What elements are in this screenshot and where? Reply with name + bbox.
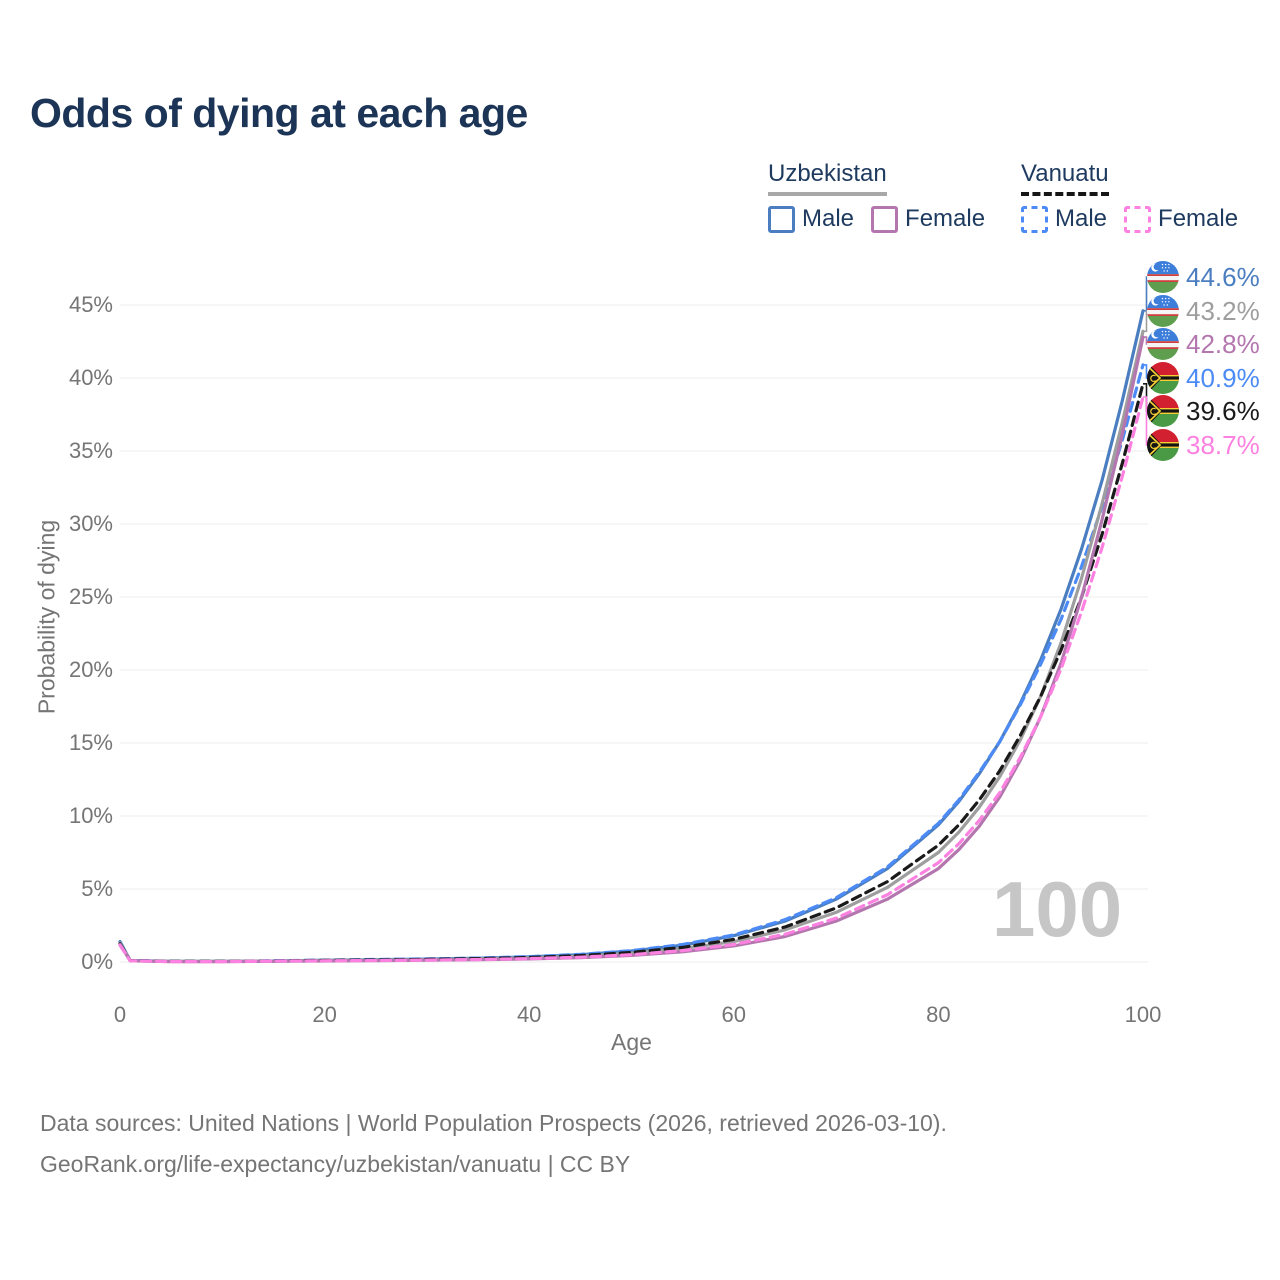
end-value: 43.2% — [1186, 296, 1260, 326]
end-value: 38.7% — [1186, 430, 1260, 460]
x-tick-40: 40 — [516, 1002, 542, 1027]
legend-swatch-uzbekistan-female[interactable] — [871, 205, 899, 233]
y-tick-10: 10% — [68, 803, 113, 828]
end-label-uzbekistan-both: 43.2% — [1147, 295, 1260, 327]
series-line-uzbekistan-female — [118, 335, 1145, 964]
legend-row-uzbekistan: Male Female — [768, 205, 1002, 233]
age-watermark: 100 — [992, 865, 1123, 953]
legend-swatch-vanuatu-male[interactable] — [1021, 205, 1048, 233]
legend-label-uzbekistan-male: Male — [802, 205, 855, 232]
uzbekistan-flag-icon — [1147, 261, 1179, 293]
vanuatu-flag-icon — [1147, 429, 1179, 461]
x-tick-80: 80 — [926, 1002, 951, 1027]
legend-row-vanuatu: Male Female — [1021, 205, 1255, 233]
y-axis-title: Probability of dying — [33, 519, 60, 715]
y-tick-20: 20% — [68, 657, 113, 682]
x-tick-100: 100 — [1124, 1002, 1162, 1027]
legend-group-uzbekistan: Uzbekistan Male Female — [768, 160, 1002, 233]
series-line-vanuatu-male — [118, 363, 1145, 963]
y-tick-40: 40% — [68, 365, 113, 390]
end-label-uzbekistan-male: 44.6% — [1147, 261, 1260, 293]
y-tick-35: 35% — [68, 438, 113, 463]
end-label-vanuatu-male: 40.9% — [1147, 362, 1260, 394]
y-tick-0: 0% — [81, 949, 113, 974]
x-axis-title: Age — [611, 1029, 652, 1055]
legend-swatch-vanuatu-female[interactable] — [1124, 205, 1152, 233]
end-value: 42.8% — [1186, 329, 1260, 359]
end-value: 39.6% — [1186, 396, 1260, 426]
uzbekistan-flag-icon — [1147, 295, 1179, 327]
legend-group-vanuatu: Vanuatu Male Female — [1021, 160, 1255, 233]
end-value: 44.6% — [1186, 262, 1260, 292]
end-value: 40.9% — [1186, 363, 1260, 393]
legend-label-vanuatu-male: Male — [1055, 205, 1108, 232]
y-tick-25: 25% — [68, 584, 113, 609]
uzbekistan-flag-icon — [1147, 328, 1179, 360]
y-tick-45: 45% — [68, 292, 113, 317]
legend-label-uzbekistan-female: Female — [905, 205, 986, 232]
vanuatu-flag-icon — [1147, 395, 1179, 427]
legend-label-vanuatu-female: Female — [1158, 205, 1239, 232]
series-line-vanuatu-both — [118, 382, 1145, 963]
legend-country-vanuatu[interactable]: Vanuatu — [1021, 160, 1109, 196]
series-line-vanuatu-female — [118, 395, 1145, 964]
legend-country-uzbekistan[interactable]: Uzbekistan — [768, 160, 887, 196]
end-label-vanuatu-both: 39.6% — [1147, 395, 1260, 427]
end-label-uzbekistan-female: 42.8% — [1147, 328, 1260, 360]
vanuatu-flag-icon — [1147, 362, 1179, 394]
legend-swatch-uzbekistan-male[interactable] — [768, 205, 795, 233]
series-line-uzbekistan-male — [118, 309, 1145, 963]
x-tick-20: 20 — [312, 1002, 337, 1027]
attribution-note: GeoRank.org/life-expectancy/uzbekistan/v… — [40, 1151, 631, 1177]
end-label-vanuatu-female: 38.7% — [1147, 429, 1260, 461]
y-tick-15: 15% — [68, 730, 113, 755]
series-line-uzbekistan-both — [118, 329, 1145, 963]
page-title: Odds of dying at each age — [30, 90, 528, 136]
y-tick-5: 5% — [81, 876, 113, 901]
y-tick-30: 30% — [68, 511, 113, 536]
x-tick-60: 60 — [721, 1002, 747, 1027]
x-tick-0: 0 — [113, 1002, 127, 1027]
data-sources-note: Data sources: United Nations | World Pop… — [40, 1110, 947, 1136]
